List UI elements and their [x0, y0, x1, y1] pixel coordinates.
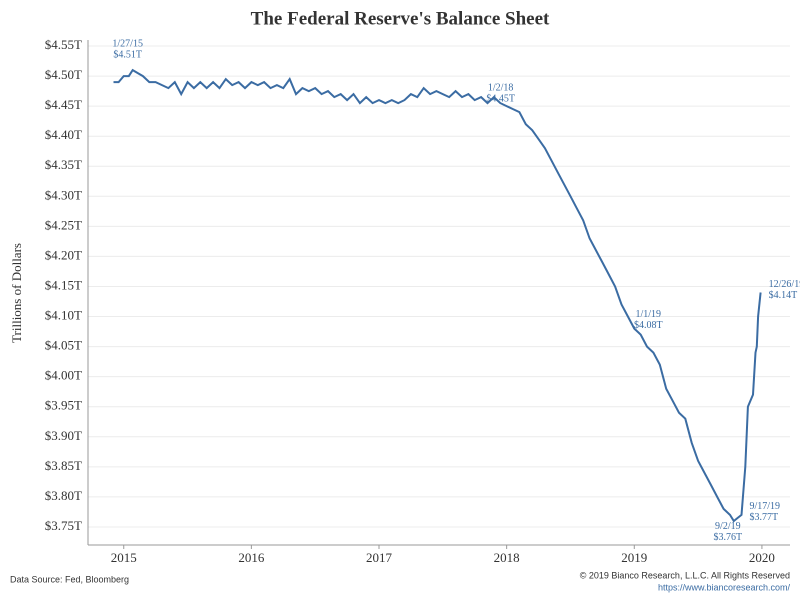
- source: Data Source: Fed, Bloomberg: [10, 574, 129, 584]
- x-tick-label: 2015: [111, 550, 137, 565]
- y-tick-label: $4.45T: [45, 97, 82, 112]
- x-tick-label: 2019: [621, 550, 647, 565]
- annotation-value: $4.45T: [486, 93, 515, 104]
- y-tick-label: $3.80T: [45, 488, 82, 503]
- annotation-value: $3.77T: [749, 512, 778, 523]
- x-tick-label: 2020: [749, 550, 775, 565]
- y-tick-label: $4.35T: [45, 157, 82, 172]
- annotation-value: $4.51T: [113, 49, 142, 60]
- x-tick-label: 2018: [494, 550, 520, 565]
- data-line: [113, 68, 762, 523]
- y-tick-label: $4.50T: [45, 67, 82, 82]
- y-tick-label: $3.85T: [45, 458, 82, 473]
- x-tick-label: 2016: [238, 550, 265, 565]
- y-tick-label: $4.20T: [45, 247, 82, 262]
- annotation-date: 1/27/15: [112, 38, 143, 49]
- annotation-date: 9/17/19: [749, 501, 780, 512]
- y-tick-label: $4.05T: [45, 338, 82, 353]
- y-tick-label: $3.95T: [45, 398, 82, 413]
- y-tick-label: $4.15T: [45, 277, 82, 292]
- annotation-date: 1/2/18: [488, 82, 514, 93]
- annotation-date: 1/1/19: [636, 309, 662, 320]
- y-tick-label: $4.30T: [45, 187, 82, 202]
- y-tick-label: $4.25T: [45, 217, 82, 232]
- copyright: © 2019 Bianco Research, L.L.C. All Right…: [580, 570, 790, 580]
- annotation-value: $4.08T: [634, 320, 663, 331]
- annotation-date: 9/2/19: [715, 521, 741, 532]
- annotation-value: $4.14T: [769, 290, 798, 301]
- annotation-value: $3.76T: [714, 532, 743, 543]
- annotation-date: 12/26/19: [769, 279, 800, 290]
- url: https://www.biancoresearch.com/: [658, 582, 791, 592]
- y-tick-label: $4.00T: [45, 368, 82, 383]
- y-tick-label: $4.40T: [45, 127, 82, 142]
- x-tick-label: 2017: [366, 550, 393, 565]
- y-tick-label: $4.55T: [45, 37, 82, 52]
- chart-title: The Federal Reserve's Balance Sheet: [251, 8, 550, 29]
- y-tick-label: $4.10T: [45, 308, 82, 323]
- y-tick-label: $3.90T: [45, 428, 82, 443]
- y-tick-label: $3.75T: [45, 518, 82, 533]
- y-axis-label: Trillions of Dollars: [9, 243, 24, 343]
